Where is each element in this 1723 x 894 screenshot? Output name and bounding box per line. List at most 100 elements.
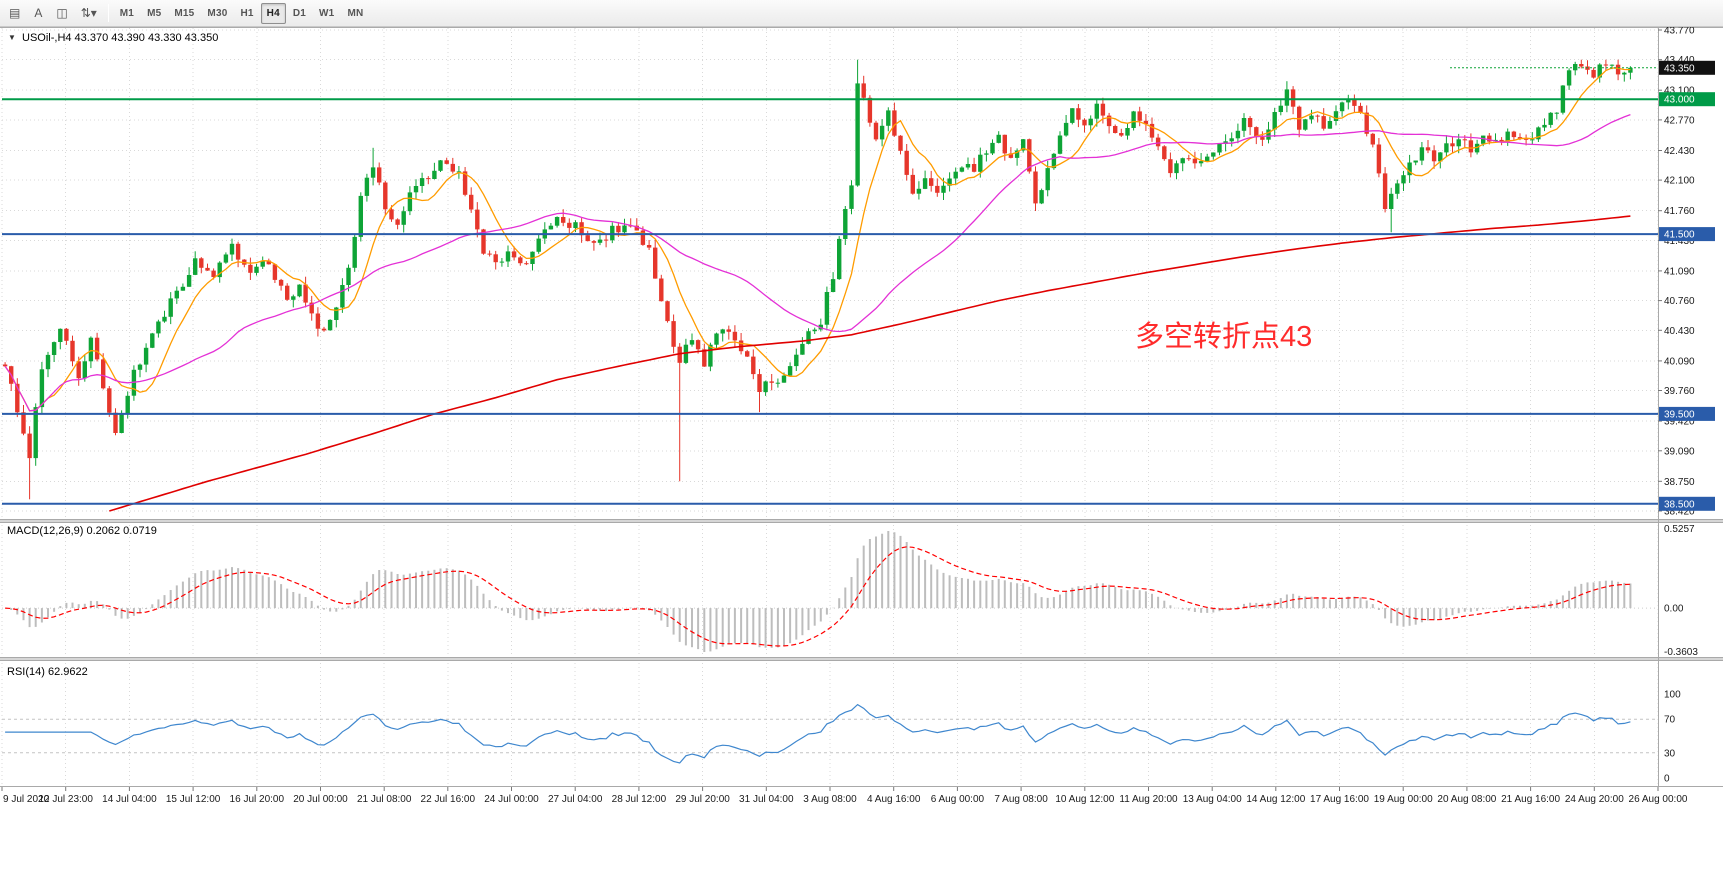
candle <box>579 222 584 236</box>
price-tick-label: 41.430 <box>1664 236 1695 247</box>
candle <box>922 178 928 189</box>
candle <box>88 337 94 362</box>
macd-indicator-label: MACD(12,26,9) 0.2062 0.0719 <box>7 525 157 537</box>
candle <box>830 279 836 292</box>
chart-template-icon[interactable]: ◫ <box>56 6 68 20</box>
price-tick-label: 39.420 <box>1664 417 1695 428</box>
time-tick-label: 22 Jul 16:00 <box>421 794 476 805</box>
candle <box>1168 159 1173 174</box>
time-tick-label: 7 Aug 08:00 <box>994 794 1048 805</box>
candle <box>125 395 130 415</box>
candle <box>1192 158 1198 164</box>
timeframe-button-group: M1 M5 M15 M30 H1 H4 D1 W1 MN <box>114 2 370 24</box>
candle <box>1401 175 1406 184</box>
candle <box>1125 128 1130 136</box>
candle <box>426 178 431 180</box>
candle <box>996 134 1001 143</box>
rsi-tick-label: 70 <box>1664 715 1676 726</box>
candle <box>1511 131 1517 138</box>
candle <box>1523 138 1529 140</box>
text-label-icon[interactable]: A <box>34 6 43 20</box>
main-chart-plot[interactable] <box>2 28 1658 518</box>
candle <box>1450 143 1455 147</box>
candle <box>27 433 32 459</box>
candle <box>487 253 492 255</box>
timeframe-m1-button[interactable]: M1 <box>119 7 135 19</box>
candle <box>935 185 940 193</box>
timeframe-h4-button[interactable]: H4 <box>260 2 286 24</box>
candle <box>1542 124 1547 128</box>
timeframe-w1-button[interactable]: W1 <box>319 7 335 19</box>
timeframe-d1-button[interactable]: D1 <box>292 7 307 19</box>
candle <box>757 374 762 392</box>
candle <box>156 321 161 334</box>
chart-text-annotation[interactable]: 多空转折点43 <box>1135 320 1312 353</box>
macd-panel-plot[interactable] <box>2 523 1658 657</box>
price-level-badge: 41.500 <box>1659 227 1715 242</box>
candle <box>1352 99 1357 106</box>
candle <box>1591 69 1596 78</box>
candle <box>1284 89 1290 106</box>
timeframe-h1-button[interactable]: H1 <box>240 7 254 19</box>
price-tick-label: 41.090 <box>1664 266 1695 277</box>
candle <box>610 225 615 241</box>
candle <box>1628 67 1633 73</box>
candle <box>150 333 155 348</box>
window-menu-icon[interactable]: ▤ <box>9 6 21 20</box>
candle <box>683 344 689 363</box>
timeframe-m5-button[interactable]: M5 <box>147 7 162 19</box>
candle <box>469 194 474 210</box>
toolbar: ▤ A ◫ ⇅▾ M1 M5 M15 M30 H1 H4 D1 W1 MN <box>0 0 1723 27</box>
candle <box>223 254 229 263</box>
candle <box>1382 173 1388 209</box>
candle <box>1186 158 1191 160</box>
chart-title-collapse-icon[interactable]: ▼ <box>8 33 16 42</box>
time-axis[interactable] <box>0 787 1723 812</box>
time-tick-label: 9 Jul 2020 <box>3 794 50 805</box>
candle <box>659 278 664 302</box>
candle <box>855 83 860 186</box>
time-tick-label: 29 Jul 20:00 <box>675 794 730 805</box>
candle <box>444 160 449 164</box>
price-axis[interactable] <box>1659 27 1723 786</box>
candle <box>1033 171 1038 204</box>
candle <box>94 337 100 360</box>
candle <box>1609 64 1615 66</box>
panel-borders <box>0 27 1723 787</box>
candle <box>1468 140 1474 153</box>
candle <box>199 258 204 268</box>
candle <box>407 192 413 212</box>
candle <box>64 328 69 341</box>
candle <box>518 257 523 264</box>
svg-text:38.500: 38.500 <box>1664 499 1695 510</box>
candle <box>1309 115 1314 120</box>
timeframe-mn-button[interactable]: MN <box>347 7 364 19</box>
price-tick-label: 40.090 <box>1664 356 1695 367</box>
candle <box>1487 135 1492 142</box>
candle <box>383 182 388 210</box>
candle <box>254 266 259 273</box>
time-tick-label: 3 Aug 08:00 <box>803 794 857 805</box>
toolbar-icon-group: ▤ A ◫ ⇅▾ <box>3 3 103 24</box>
candle <box>481 229 486 254</box>
candle <box>1241 118 1247 131</box>
timeframe-m30-button[interactable]: M30 <box>207 7 228 19</box>
candle <box>1008 153 1014 158</box>
updown-arrows-dropdown-icon[interactable]: ⇅▾ <box>80 6 97 20</box>
candle <box>205 267 210 271</box>
candle <box>321 328 327 331</box>
candle <box>990 142 995 154</box>
candle <box>76 361 81 379</box>
price-tick-label: 43.770 <box>1664 26 1695 37</box>
candle <box>1364 112 1369 134</box>
panel-separator[interactable] <box>0 519 1723 523</box>
candle <box>101 359 106 389</box>
time-tick-label: 27 Jul 04:00 <box>548 794 603 805</box>
candle <box>1444 143 1449 153</box>
candle <box>1063 122 1069 136</box>
time-tick-label: 10 Aug 12:00 <box>1055 794 1114 805</box>
panel-separator[interactable] <box>0 657 1723 661</box>
rsi-panel-plot[interactable] <box>2 661 1658 786</box>
timeframe-m15-button[interactable]: M15 <box>174 7 195 19</box>
